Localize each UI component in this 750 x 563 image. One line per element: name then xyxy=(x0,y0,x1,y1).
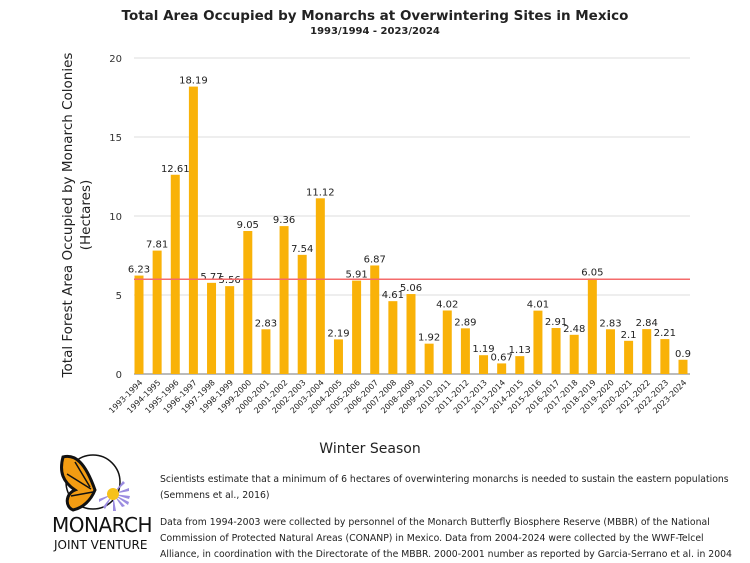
data-label: 2.19 xyxy=(327,328,349,339)
bar xyxy=(207,282,217,374)
data-label: 2.91 xyxy=(545,317,567,328)
bar xyxy=(406,294,416,374)
y-tick-label: 0 xyxy=(116,370,122,381)
data-label: 2.21 xyxy=(654,328,676,339)
data-label: 2.89 xyxy=(454,317,476,328)
bar xyxy=(460,328,470,374)
data-label: 9.36 xyxy=(273,215,295,226)
data-label: 1.13 xyxy=(509,345,531,356)
bar xyxy=(515,356,525,374)
data-label: 7.81 xyxy=(146,240,168,251)
data-label: 2.83 xyxy=(255,318,277,329)
note-line-2: (Semmens et al., 2016) xyxy=(160,490,270,501)
bar xyxy=(261,329,271,374)
data-label: 18.19 xyxy=(179,76,208,87)
data-label: 6.87 xyxy=(364,254,386,265)
y-tick-label: 10 xyxy=(109,212,122,223)
data-label: 6.23 xyxy=(128,265,150,276)
bar xyxy=(497,363,507,374)
bar-chart: 0 5 10 15 20 6.23 7.81 12.61 18.19 5.775.56 9.05 2… xyxy=(60,53,691,457)
data-label: 9.05 xyxy=(237,220,259,231)
data-label: 1.19 xyxy=(472,344,494,355)
y-axis-label-line1: Total Forest Area Occupied by Monarch Co… xyxy=(60,53,76,379)
x-axis-label: Winter Season xyxy=(319,441,420,457)
bar xyxy=(479,355,489,374)
data-source-line-3: Alliance, in coordination with the Direc… xyxy=(160,549,732,560)
data-label: 1.92 xyxy=(418,333,440,344)
data-label: 4.01 xyxy=(527,300,549,311)
bar xyxy=(569,334,579,374)
data-label: 12.61 xyxy=(161,164,190,175)
bar xyxy=(388,301,398,374)
bar xyxy=(370,265,380,374)
data-label: 2.84 xyxy=(636,318,658,329)
bar xyxy=(315,198,325,374)
data-source-line-2: Commission of Protected Natural Areas (C… xyxy=(160,533,704,544)
bar xyxy=(297,254,307,374)
bar xyxy=(660,339,670,374)
y-tick-label: 15 xyxy=(109,133,122,144)
bar xyxy=(225,286,235,374)
bar xyxy=(352,280,362,374)
data-label: 5.77 xyxy=(200,272,222,283)
y-tick-label: 5 xyxy=(116,291,122,302)
data-label: 0.9 xyxy=(675,349,691,360)
data-label: 2.83 xyxy=(599,318,621,329)
data-label: 7.54 xyxy=(291,244,313,255)
data-label: 5.06 xyxy=(400,283,422,294)
y-tick-label: 20 xyxy=(109,54,122,65)
bar xyxy=(152,250,162,374)
note-line-1: Scientists estimate that a minimum of 6 … xyxy=(160,474,729,485)
bar xyxy=(442,310,452,374)
data-label: 5.56 xyxy=(219,275,241,286)
bar xyxy=(551,328,561,374)
bar xyxy=(188,86,198,375)
chart-title: Total Area Occupied by Monarchs at Overw… xyxy=(121,8,629,24)
bar xyxy=(587,278,597,374)
data-label: 4.61 xyxy=(382,290,404,301)
data-label: 6.05 xyxy=(581,267,603,278)
data-label: 5.91 xyxy=(345,270,367,281)
chart-subtitle: 1993/1994 - 2023/2024 xyxy=(310,26,440,37)
bar xyxy=(333,339,343,374)
bar xyxy=(243,231,253,374)
data-label: 2.48 xyxy=(563,324,585,335)
bar xyxy=(279,226,289,374)
monarch-butterfly-logo-icon xyxy=(60,454,130,512)
bar xyxy=(605,329,615,374)
data-label: 4.02 xyxy=(436,299,458,310)
bar xyxy=(533,310,543,374)
data-source-line-1: Data from 1994-2003 were collected by pe… xyxy=(160,517,710,528)
bar xyxy=(170,174,180,374)
bar xyxy=(624,340,634,374)
logo-text-joint-venture: JOINT VENTURE xyxy=(54,538,148,552)
y-axis-label-line2: (Hectares) xyxy=(78,180,94,251)
data-label: 0.67 xyxy=(491,352,513,363)
bar xyxy=(424,343,434,374)
bar xyxy=(134,275,144,374)
data-label: 11.12 xyxy=(306,187,335,198)
bar xyxy=(678,359,688,374)
data-label: 2.1 xyxy=(621,330,637,341)
logo-text-monarch: MONARCH xyxy=(52,513,153,537)
bar xyxy=(642,329,652,374)
